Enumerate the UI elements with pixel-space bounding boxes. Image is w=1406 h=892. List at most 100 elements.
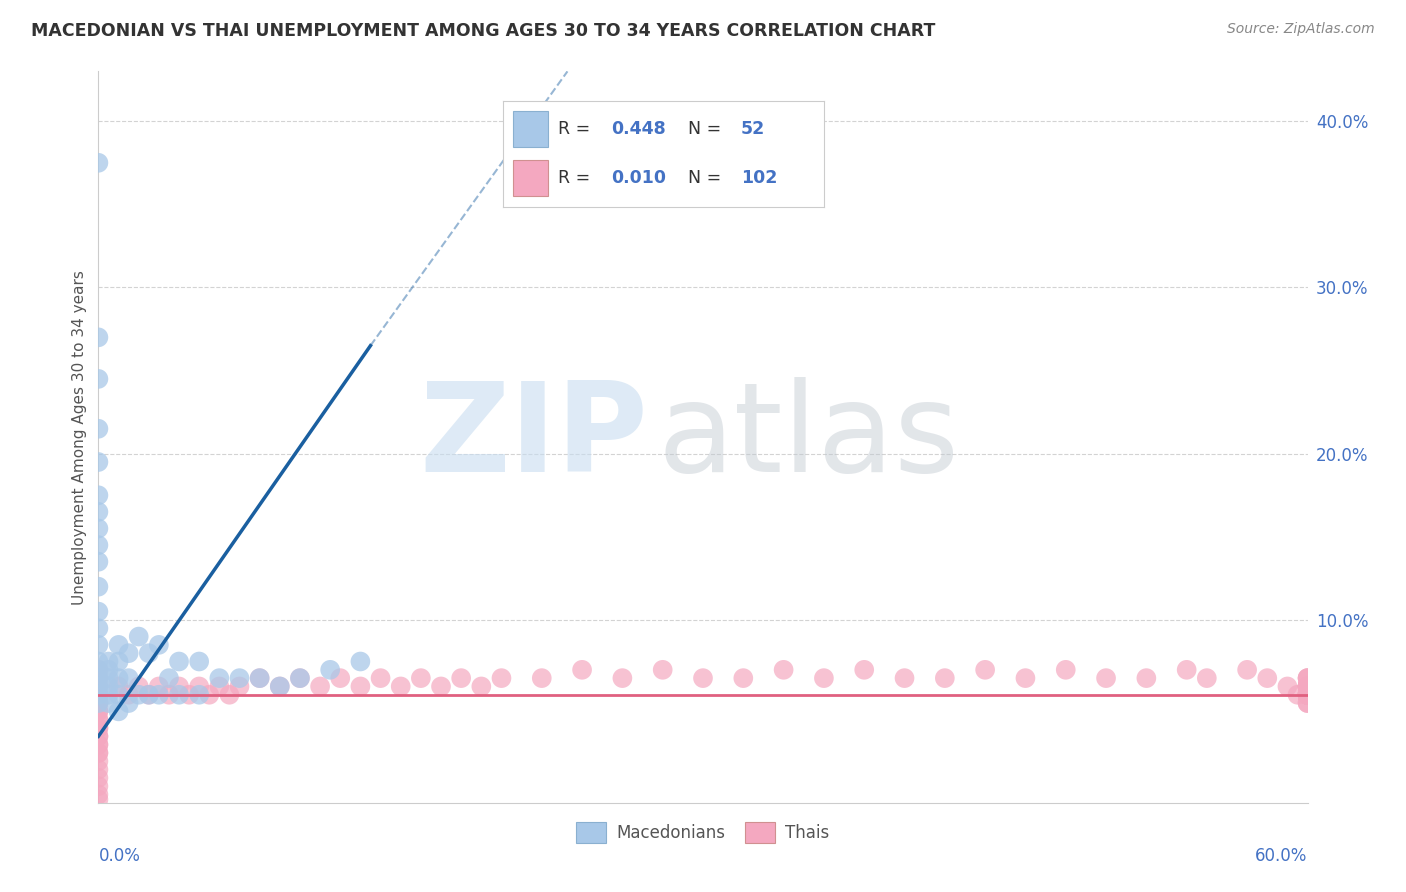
Point bbox=[1296, 680, 1319, 694]
Point bbox=[87, 422, 110, 436]
Point bbox=[87, 729, 110, 743]
Point bbox=[157, 671, 180, 685]
Point bbox=[1236, 663, 1258, 677]
Point bbox=[1135, 671, 1157, 685]
Point bbox=[772, 663, 794, 677]
Point bbox=[87, 521, 110, 535]
Point bbox=[87, 372, 110, 386]
Point bbox=[491, 671, 513, 685]
Point bbox=[1296, 680, 1319, 694]
Point bbox=[409, 671, 432, 685]
Point bbox=[87, 671, 110, 685]
Point bbox=[167, 688, 190, 702]
Point bbox=[87, 638, 110, 652]
Text: Source: ZipAtlas.com: Source: ZipAtlas.com bbox=[1227, 22, 1375, 37]
Point bbox=[1296, 671, 1319, 685]
Point bbox=[1296, 680, 1319, 694]
Point bbox=[167, 655, 190, 669]
Point bbox=[97, 655, 120, 669]
Point bbox=[1296, 680, 1319, 694]
Point bbox=[87, 538, 110, 552]
Point bbox=[87, 605, 110, 619]
Point bbox=[1296, 680, 1319, 694]
Point bbox=[138, 688, 160, 702]
Point bbox=[1296, 688, 1319, 702]
Point bbox=[87, 455, 110, 469]
Point bbox=[87, 580, 110, 594]
Point bbox=[148, 638, 170, 652]
Point bbox=[208, 671, 231, 685]
Point bbox=[87, 738, 110, 752]
Point bbox=[1296, 680, 1319, 694]
Point bbox=[87, 688, 110, 702]
Point bbox=[349, 680, 371, 694]
Point bbox=[87, 779, 110, 793]
Point bbox=[138, 688, 160, 702]
Point bbox=[612, 671, 634, 685]
Point bbox=[87, 488, 110, 502]
Point bbox=[188, 655, 211, 669]
Point bbox=[1296, 688, 1319, 702]
Point bbox=[97, 671, 120, 685]
Point bbox=[319, 663, 342, 677]
Point bbox=[97, 688, 120, 702]
Point bbox=[87, 713, 110, 727]
Point bbox=[1296, 680, 1319, 694]
Point bbox=[228, 680, 250, 694]
Point bbox=[118, 688, 141, 702]
Point bbox=[167, 680, 190, 694]
Point bbox=[309, 680, 332, 694]
Point bbox=[87, 746, 110, 760]
Point bbox=[97, 680, 120, 694]
Point bbox=[530, 671, 553, 685]
Point bbox=[269, 680, 291, 694]
Point bbox=[107, 638, 129, 652]
Point bbox=[1095, 671, 1118, 685]
Point bbox=[1296, 680, 1319, 694]
Point bbox=[974, 663, 997, 677]
Point bbox=[692, 671, 714, 685]
Point bbox=[87, 555, 110, 569]
Point bbox=[87, 663, 110, 677]
Point bbox=[107, 671, 129, 685]
Point bbox=[1014, 671, 1036, 685]
Point bbox=[107, 705, 129, 719]
Point bbox=[107, 688, 129, 702]
Point bbox=[1256, 671, 1278, 685]
Point bbox=[87, 696, 110, 710]
Point bbox=[249, 671, 271, 685]
Point bbox=[1296, 688, 1319, 702]
Point bbox=[1296, 688, 1319, 702]
Point bbox=[87, 680, 110, 694]
Point bbox=[87, 671, 110, 685]
Point bbox=[118, 646, 141, 660]
Point bbox=[1296, 696, 1319, 710]
Point bbox=[118, 671, 141, 685]
Point bbox=[249, 671, 271, 685]
Point bbox=[218, 688, 240, 702]
Point bbox=[87, 655, 110, 669]
Point bbox=[329, 671, 352, 685]
Point bbox=[651, 663, 673, 677]
Point bbox=[118, 696, 141, 710]
Point bbox=[87, 696, 110, 710]
Y-axis label: Unemployment Among Ages 30 to 34 years: Unemployment Among Ages 30 to 34 years bbox=[72, 269, 87, 605]
Point bbox=[1296, 688, 1319, 702]
Point bbox=[208, 680, 231, 694]
Point bbox=[188, 688, 211, 702]
Point bbox=[370, 671, 392, 685]
Point bbox=[87, 754, 110, 768]
Point bbox=[87, 705, 110, 719]
Point bbox=[87, 746, 110, 760]
Point bbox=[288, 671, 311, 685]
Point bbox=[138, 646, 160, 660]
Point bbox=[87, 505, 110, 519]
Point bbox=[87, 680, 110, 694]
Point bbox=[179, 688, 201, 702]
Point bbox=[1296, 671, 1319, 685]
Point bbox=[470, 680, 492, 694]
Point bbox=[107, 655, 129, 669]
Point bbox=[1296, 688, 1319, 702]
Point bbox=[148, 688, 170, 702]
Point bbox=[1296, 680, 1319, 694]
